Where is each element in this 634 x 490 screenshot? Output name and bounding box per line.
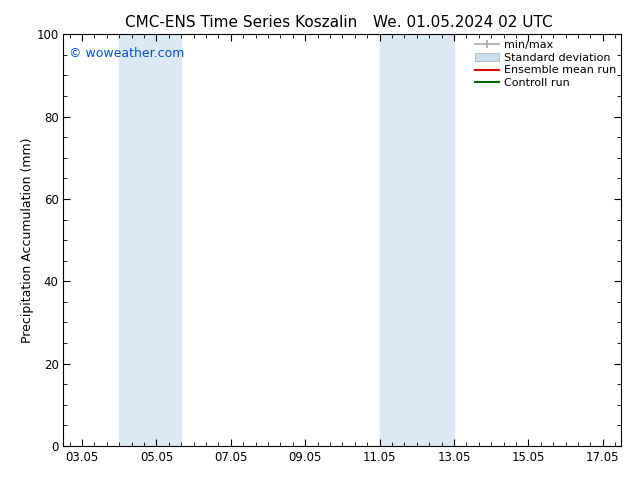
Text: CMC-ENS Time Series Koszalin: CMC-ENS Time Series Koszalin [125,15,357,30]
Bar [119,34,150,446]
Text: We. 01.05.2024 02 UTC: We. 01.05.2024 02 UTC [373,15,553,30]
Text: © woweather.com: © woweather.com [69,47,184,60]
Bar [150,34,181,446]
Bar [380,34,410,446]
Legend: min/max, Standard deviation, Ensemble mean run, Controll run: min/max, Standard deviation, Ensemble me… [475,40,616,88]
Bar [410,34,454,446]
Y-axis label: Precipitation Accumulation (mm): Precipitation Accumulation (mm) [20,137,34,343]
